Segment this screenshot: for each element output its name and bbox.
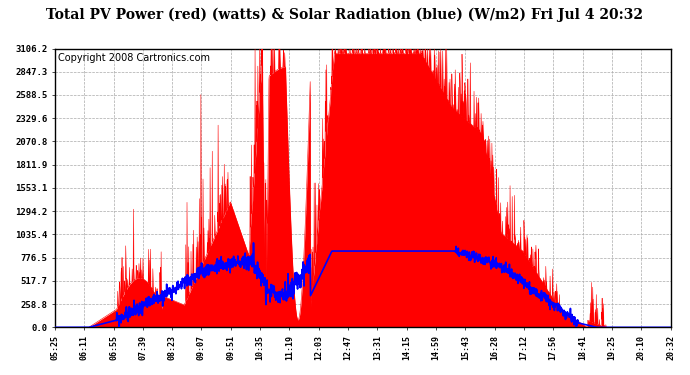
Text: Copyright 2008 Cartronics.com: Copyright 2008 Cartronics.com <box>58 53 210 63</box>
Text: Total PV Power (red) (watts) & Solar Radiation (blue) (W/m2) Fri Jul 4 20:32: Total PV Power (red) (watts) & Solar Rad… <box>46 8 644 22</box>
